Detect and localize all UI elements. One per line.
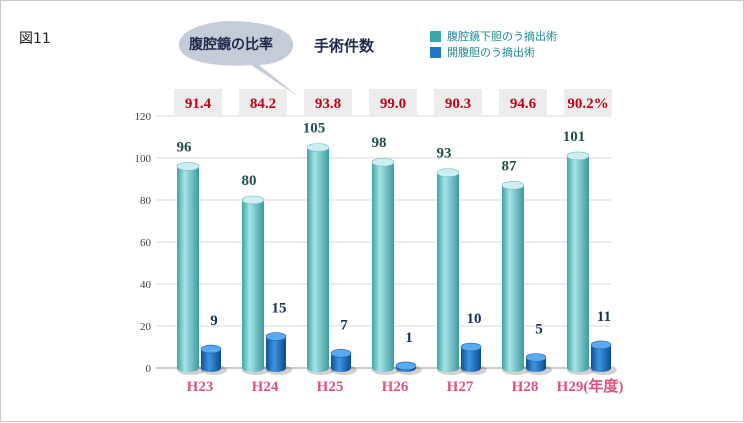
x-category-label: H29(年度) (557, 377, 624, 395)
bar-laparoscopic (242, 200, 264, 372)
bar-open-cap (590, 340, 612, 350)
bar-laparoscopic (567, 155, 589, 372)
x-category-label: H26 (382, 379, 409, 395)
ratio-box (564, 89, 612, 115)
plot-area: 02040608010012096991.4H23801584.2H241057… (135, 89, 624, 395)
figure-label: 図11 (19, 31, 51, 47)
bar-laparoscopic (177, 166, 199, 372)
data-label-open: 15 (272, 301, 287, 317)
x-category-label: H27 (447, 379, 474, 395)
bar-laparoscopic-cap (371, 157, 395, 167)
data-label-open: 5 (535, 322, 543, 338)
ratio-callout: 腹腔鏡の比率 (179, 21, 299, 97)
ratio-box (239, 89, 287, 115)
ratio-label: 90.3 (445, 96, 471, 112)
data-label-open: 10 (467, 311, 482, 327)
x-category-label: H28 (512, 379, 539, 395)
bar-open (201, 349, 221, 372)
y-tick-label: 40 (140, 279, 152, 291)
legend-swatch-open (430, 47, 441, 58)
bar-open-cap (395, 361, 417, 371)
legend-swatch-laparoscopic (430, 31, 441, 42)
data-label-open: 11 (597, 309, 611, 325)
ratio-label: 99.0 (380, 96, 406, 112)
bar-laparoscopic-cap (501, 181, 525, 190)
y-tick-label: 100 (135, 153, 152, 165)
ratio-label: 84.2 (250, 96, 276, 112)
data-label-laparoscopic: 105 (303, 121, 326, 137)
bar-laparoscopic (437, 172, 459, 372)
ratio-box (434, 89, 482, 115)
x-category-label: H25 (317, 379, 344, 395)
data-label-open: 9 (210, 313, 218, 329)
data-label-laparoscopic: 80 (242, 173, 257, 189)
ratio-box (369, 89, 417, 115)
bar-laparoscopic-cap (241, 195, 265, 205)
bar-laparoscopic-cap (306, 143, 330, 152)
bar-open (591, 344, 611, 372)
y-tick-label: 80 (140, 195, 152, 207)
y-tick-label: 120 (135, 111, 152, 123)
chart-title: 手術件数 (314, 37, 375, 55)
bar-laparoscopic-cap (176, 162, 200, 171)
y-tick-label: 0 (146, 363, 152, 375)
data-label-laparoscopic: 98 (372, 135, 387, 151)
ratio-label: 91.4 (185, 96, 212, 112)
x-category-label: H24 (252, 379, 279, 395)
bar-laparoscopic (502, 185, 524, 372)
data-label-open: 1 (405, 330, 413, 346)
ratio-box (174, 89, 222, 115)
data-label-laparoscopic: 93 (437, 146, 452, 162)
ratio-label: 94.6 (510, 96, 537, 112)
bar-open-cap (525, 353, 547, 362)
ratio-label: 90.2% (567, 96, 608, 112)
y-tick-label: 60 (140, 237, 152, 249)
bar-open-cap (460, 342, 482, 352)
y-tick-label: 20 (140, 321, 152, 333)
ratio-box (499, 89, 547, 115)
ratio-label: 93.8 (315, 96, 341, 112)
data-label-laparoscopic: 87 (502, 158, 518, 174)
legend-label-laparoscopic: 腹腔鏡下胆のう摘出術 (447, 29, 557, 43)
bar-laparoscopic (372, 162, 394, 372)
bar-open (266, 336, 286, 372)
bar-open (461, 347, 481, 372)
bar-open-cap (200, 344, 222, 354)
bar-open (331, 353, 351, 372)
x-category-label: H23 (187, 379, 214, 395)
legend: 腹腔鏡下胆のう摘出術 開腹胆のう摘出術 (430, 29, 557, 59)
ratio-box (304, 89, 352, 115)
bar-open-cap (265, 332, 287, 341)
legend-label-open: 開腹胆のう摘出術 (447, 45, 535, 59)
data-label-laparoscopic: 96 (177, 139, 193, 155)
bar-laparoscopic-cap (436, 168, 460, 177)
bar-laparoscopic-cap (566, 151, 590, 161)
bar-laparoscopic (307, 147, 329, 372)
callout-text: 腹腔鏡の比率 (189, 36, 273, 53)
data-label-laparoscopic: 101 (563, 129, 586, 145)
bar-open-cap (330, 348, 352, 358)
data-label-open: 7 (340, 317, 348, 333)
